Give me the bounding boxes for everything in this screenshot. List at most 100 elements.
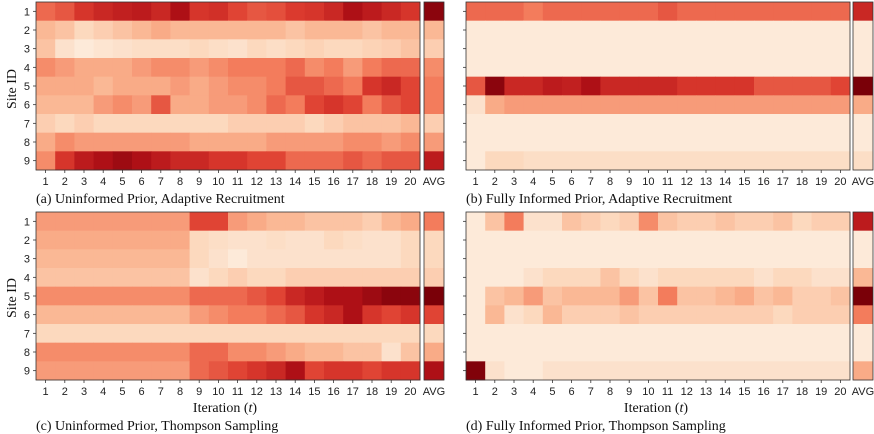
heatmap-cell xyxy=(619,268,640,288)
heatmap-cell xyxy=(696,268,716,288)
heatmap-cell xyxy=(715,2,736,22)
heatmap-cell xyxy=(228,132,248,152)
avg-cell xyxy=(424,305,444,325)
heatmap-cell xyxy=(658,132,678,152)
heatmap-cell xyxy=(638,212,659,232)
avg-cell xyxy=(853,324,873,344)
heatmap-cell xyxy=(112,39,133,59)
heatmap-cell xyxy=(811,268,832,288)
heatmap-cell xyxy=(228,58,248,78)
heatmap-cell xyxy=(600,95,620,115)
heatmap-cell xyxy=(658,39,678,59)
heatmap-cell xyxy=(542,268,563,288)
heatmap-cell xyxy=(542,305,563,325)
heatmap-cell xyxy=(362,95,382,115)
heatmap-cell xyxy=(677,2,697,22)
heatmap-cell xyxy=(400,361,421,381)
x-tick-label: 5 xyxy=(119,386,125,398)
x-tick-label: 16 xyxy=(327,176,339,188)
heatmap-cell xyxy=(247,132,267,152)
heatmap-cell xyxy=(343,249,363,269)
heatmap-cell xyxy=(792,132,812,152)
x-tick-label: 2 xyxy=(492,386,498,398)
heatmap-cell xyxy=(696,342,716,362)
heatmap-cell xyxy=(247,230,267,250)
x-tick-label: 2 xyxy=(62,176,68,188)
heatmap-cell xyxy=(112,361,133,381)
heatmap-cell xyxy=(773,132,793,152)
heatmap-cell xyxy=(208,76,229,96)
heatmap-cell xyxy=(600,2,620,22)
x-tick-label: 4 xyxy=(100,176,106,188)
heatmap-cell xyxy=(542,76,563,96)
heatmap-cell xyxy=(55,95,75,115)
heatmap-cell xyxy=(343,230,363,250)
heatmap-cell xyxy=(381,249,402,269)
x-tick-label: 8 xyxy=(177,176,183,188)
heatmap-cell xyxy=(189,286,210,306)
heatmap-cell xyxy=(36,132,56,152)
heatmap-cell xyxy=(400,114,421,134)
heatmap-cell xyxy=(132,286,152,306)
heatmap-cell xyxy=(830,114,851,134)
heatmap-cell xyxy=(93,230,114,250)
heatmap-cell xyxy=(36,342,56,362)
heatmap-cell xyxy=(36,58,56,78)
heatmap-cell xyxy=(504,230,524,250)
heatmap-cell xyxy=(773,361,793,381)
heatmap-cell xyxy=(658,249,678,269)
heatmap-cell xyxy=(343,286,363,306)
heatmap-cell xyxy=(55,58,75,78)
heatmap-cell xyxy=(504,212,524,232)
heatmap-cell xyxy=(715,305,736,325)
heatmap-cell xyxy=(523,361,544,381)
heatmap-cell xyxy=(285,20,306,40)
heatmap-cell xyxy=(734,230,755,250)
heatmap-cell xyxy=(754,342,774,362)
heatmap-cell xyxy=(304,249,325,269)
heatmap-cell xyxy=(658,151,678,171)
heatmap-cell xyxy=(208,58,229,78)
heatmap-cell xyxy=(542,212,563,232)
heatmap-cell xyxy=(132,230,152,250)
heatmap-cell xyxy=(304,20,325,40)
avg-cell xyxy=(853,151,873,171)
heatmap-cell xyxy=(93,58,114,78)
heatmap-cell xyxy=(754,58,774,78)
x-tick-label: 11 xyxy=(662,386,673,398)
heatmap-cell xyxy=(170,212,190,232)
x-tick-label: 17 xyxy=(777,176,789,188)
heatmap-cell xyxy=(36,2,56,22)
heatmap-cell xyxy=(74,268,94,288)
heatmap-cell xyxy=(811,230,832,250)
heatmap-cell xyxy=(112,76,133,96)
heatmap-cell xyxy=(112,286,133,306)
x-tick-label: 17 xyxy=(347,176,359,188)
heatmap-cell xyxy=(734,114,755,134)
heatmap-cell xyxy=(581,58,601,78)
heatmap-cell xyxy=(830,249,851,269)
heatmap-cell xyxy=(638,230,659,250)
heatmap-cell xyxy=(324,230,344,250)
heatmap-cell xyxy=(600,39,620,59)
ylabel-bottom: Site ID xyxy=(5,278,20,318)
heatmap-cell xyxy=(362,132,382,152)
heatmap-cell xyxy=(400,286,421,306)
panels: 1 2 3 4 5 6 7 8 9 10 11 12 13 14 15 16 17 18 19 20 AVG123456… xyxy=(24,1,874,398)
x-tick-label: 14 xyxy=(719,386,731,398)
x-tick-label: 20 xyxy=(834,386,846,398)
heatmap-cell xyxy=(581,361,601,381)
heatmap-cell xyxy=(542,2,563,22)
heatmap-cell xyxy=(696,20,716,40)
heatmap-cell xyxy=(485,76,505,96)
heatmap-cell xyxy=(638,324,659,344)
heatmap-cell xyxy=(638,342,659,362)
heatmap-cell xyxy=(638,268,659,288)
heatmap-cell xyxy=(734,324,755,344)
heatmap-cell xyxy=(266,268,286,288)
heatmap-cell xyxy=(381,114,402,134)
heatmap-cell xyxy=(343,268,363,288)
heatmap-cell xyxy=(466,39,486,59)
heatmap-cell xyxy=(362,212,382,232)
heatmap-cell xyxy=(362,39,382,59)
